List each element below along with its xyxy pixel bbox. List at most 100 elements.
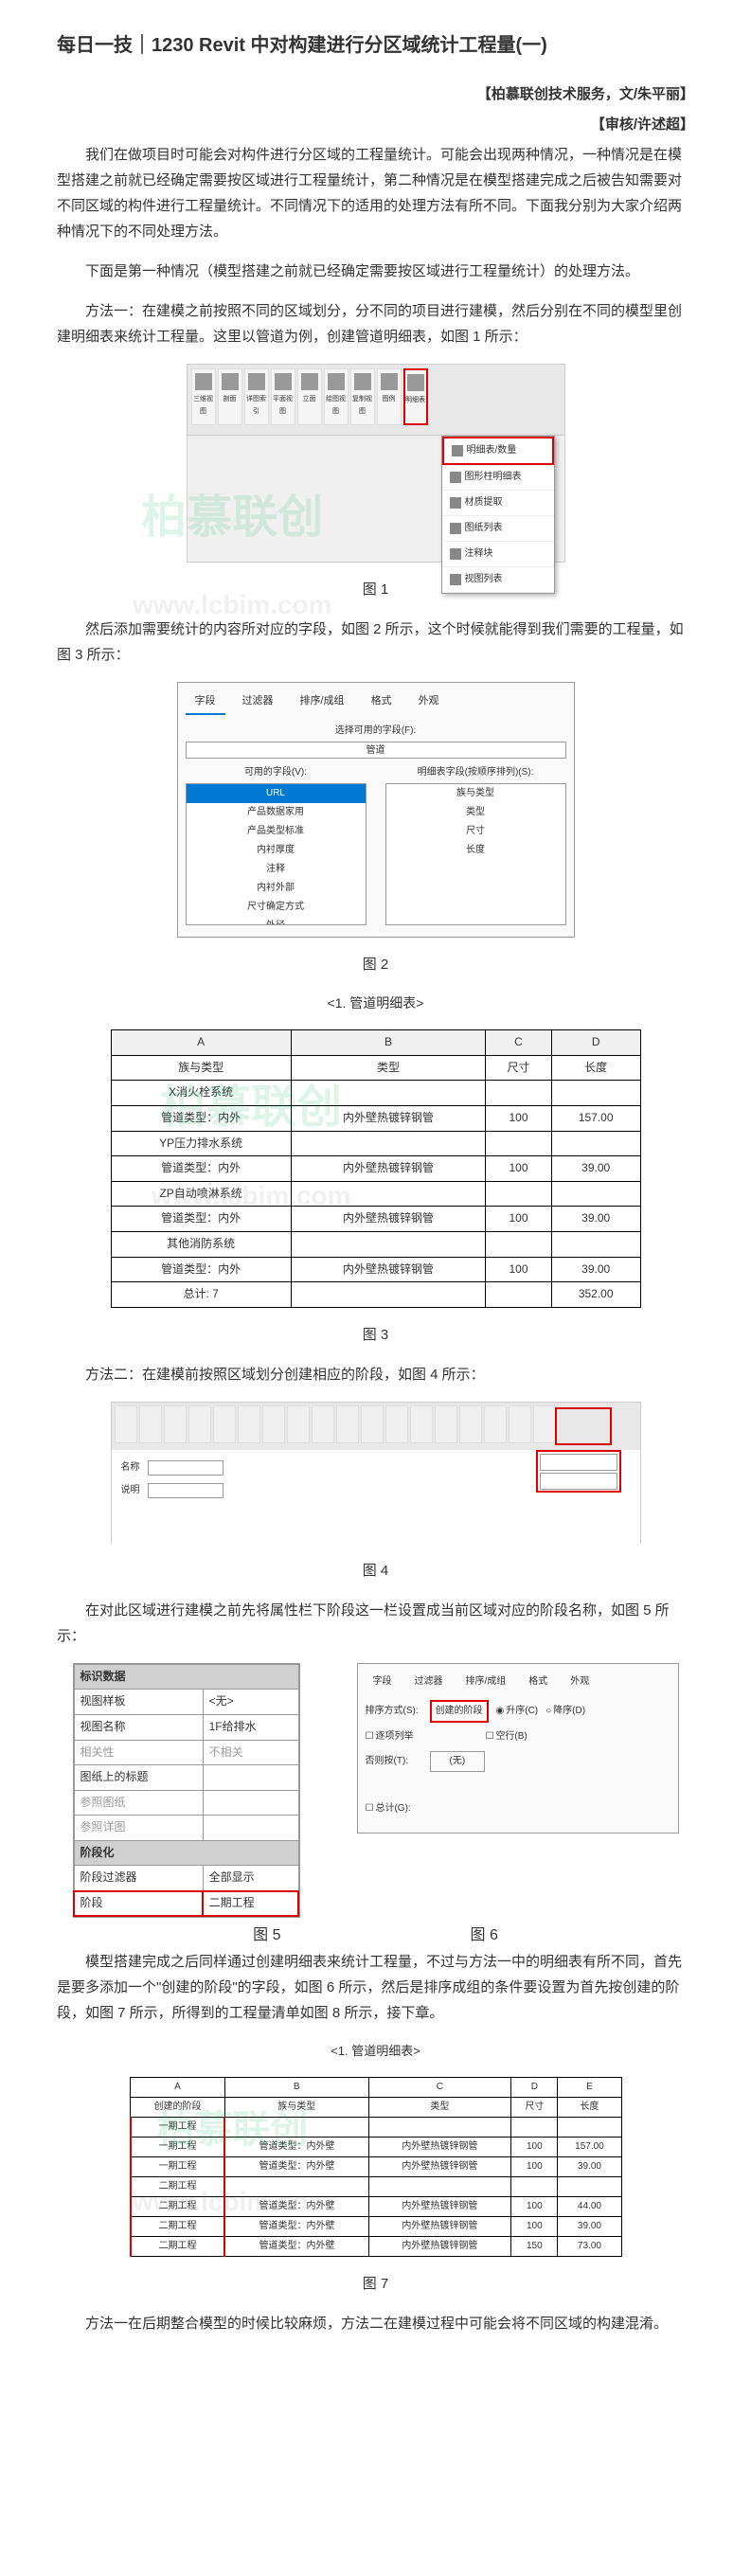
property-value[interactable]: 1F给排水	[203, 1714, 298, 1740]
ribbon-button[interactable]	[361, 1405, 384, 1443]
fig3-table: ABCD族与类型类型尺寸长度X消火栓系统管道类型：内外内外壁热镀锌钢管10015…	[111, 1029, 641, 1308]
list-item[interactable]: 外径	[187, 917, 366, 925]
table-cell: 100	[486, 1207, 552, 1232]
ribbon-button[interactable]: 三维视图	[191, 368, 216, 425]
ribbon-button[interactable]: 详图索引	[244, 368, 269, 425]
fig6-sort-value[interactable]: 创建的阶段	[430, 1700, 489, 1723]
ribbon-button[interactable]: 立面	[297, 368, 322, 425]
fig2-available-list[interactable]: URL产品数据家用产品类型标准内衬厚度注释内衬外部尺寸确定方式外径外部数据名称类…	[186, 783, 367, 925]
fig4-desc-input[interactable]	[148, 1483, 224, 1498]
ribbon-button[interactable]	[188, 1405, 211, 1443]
ribbon-button[interactable]	[336, 1405, 359, 1443]
ribbon-button[interactable]	[213, 1405, 236, 1443]
table-cell	[368, 2117, 511, 2137]
property-key: 图纸上的标题	[74, 1765, 203, 1791]
property-value[interactable]	[203, 1816, 298, 1841]
dropdown-item[interactable]: 明细表/数量	[442, 437, 554, 465]
ribbon-button[interactable]	[385, 1405, 408, 1443]
table-cell: 100	[486, 1257, 552, 1282]
fig2-tab[interactable]: 外观	[409, 690, 449, 715]
fig6-tab[interactable]: 外观	[563, 1672, 597, 1692]
dropdown-item[interactable]: 图形柱明细表	[442, 465, 554, 491]
ribbon-button[interactable]	[262, 1405, 285, 1443]
figure-7: 柏慕联创www.lcbim.com ABCDE创建的阶段族与类型类型尺寸长度一期…	[57, 2077, 694, 2257]
fig6-asc-radio[interactable]: ◉ 升序(C)	[496, 1703, 539, 1720]
list-item[interactable]: 内衬厚度	[187, 841, 366, 860]
ribbon-button[interactable]	[164, 1405, 187, 1443]
property-value[interactable]: 不相关	[203, 1740, 298, 1765]
ribbon-button[interactable]	[410, 1405, 433, 1443]
list-item[interactable]: 产品类型标准	[187, 822, 366, 841]
property-value[interactable]: <无>	[203, 1690, 298, 1715]
table-cell: 二期工程	[131, 2176, 225, 2196]
table-cell: 内外壁热镀锌钢管	[368, 2196, 511, 2216]
ribbon-button[interactable]: 明细表	[403, 368, 428, 425]
figure-5: 标识数据视图样板<无>视图名称1F给排水相关性不相关图纸上的标题参照图纸参照详图…	[73, 1663, 300, 1918]
table-cell: ZP自动喷淋系统	[111, 1181, 291, 1207]
fig2-tab[interactable]: 字段	[186, 690, 225, 715]
paragraph-2: 下面是第一种情况（模型搭建之前就已经确定需要按区域进行工程量统计）的处理方法。	[57, 259, 694, 284]
paragraph-4: 然后添加需要统计的内容所对应的字段，如图 2 所示，这个时候就能得到我们需要的工…	[57, 617, 694, 668]
ribbon-button[interactable]: 绘图视图	[324, 368, 349, 425]
ribbon-button[interactable]: 复制视图	[350, 368, 375, 425]
ribbon-button[interactable]	[238, 1405, 260, 1443]
dropdown-item[interactable]: 注释块	[442, 542, 554, 567]
fig6-check3[interactable]: ☐ 总计(G):	[366, 1800, 411, 1817]
list-item[interactable]: 尺寸确定方式	[187, 898, 366, 917]
fig6-check2[interactable]: ☐ 空行(B)	[485, 1728, 527, 1745]
property-value[interactable]: 二期工程	[203, 1891, 298, 1917]
fig2-selected-list[interactable]: 族与类型类型尺寸长度	[385, 783, 566, 925]
list-item[interactable]: 长度	[386, 841, 565, 860]
ribbon-button[interactable]: 图例	[377, 368, 402, 425]
table-cell: YP压力排水系统	[111, 1131, 291, 1156]
list-item[interactable]: 族与类型	[386, 784, 565, 803]
table-cell: 管道类型：内外	[111, 1105, 291, 1131]
list-item[interactable]: 尺寸	[386, 822, 565, 841]
table-cell	[558, 2176, 621, 2196]
dropdown-item[interactable]: 材质提取	[442, 491, 554, 516]
ribbon-button[interactable]	[139, 1405, 162, 1443]
table-cell	[224, 2117, 368, 2137]
dropdown-item[interactable]: 视图列表	[442, 567, 554, 593]
property-value[interactable]	[203, 1765, 298, 1791]
list-item[interactable]: 注释	[187, 860, 366, 879]
ribbon-button[interactable]	[533, 1405, 556, 1443]
list-item[interactable]: 产品数据家用	[187, 803, 366, 822]
ribbon-button[interactable]	[484, 1405, 507, 1443]
table-cell: 73.00	[558, 2236, 621, 2256]
figure-3: 柏慕联创www.lcbim.com ABCD族与类型类型尺寸长度X消火栓系统管道…	[57, 1029, 694, 1308]
fig6-then-value[interactable]: (无)	[430, 1751, 486, 1772]
property-value[interactable]: 全部显示	[203, 1866, 298, 1891]
fig2-tab[interactable]: 格式	[362, 690, 402, 715]
fig6-tab[interactable]: 排序/成组	[458, 1672, 514, 1692]
fig6-tab[interactable]: 字段	[366, 1672, 400, 1692]
ribbon-button[interactable]	[287, 1405, 310, 1443]
table-cell: 150	[511, 2236, 558, 2256]
ribbon-button[interactable]	[459, 1405, 482, 1443]
property-value[interactable]	[203, 1790, 298, 1816]
ribbon-button[interactable]	[509, 1405, 531, 1443]
ribbon-button[interactable]	[115, 1405, 137, 1443]
ribbon-button[interactable]	[312, 1405, 334, 1443]
fig2-tab[interactable]: 过滤器	[233, 690, 283, 715]
fig2-filter-select[interactable]: 管道	[186, 742, 566, 759]
fig6-tab[interactable]: 过滤器	[407, 1672, 451, 1692]
table-cell: 39.00	[558, 2156, 621, 2176]
fig6-desc-radio[interactable]: ○ 降序(D)	[545, 1703, 585, 1720]
fig4-name-input[interactable]	[148, 1460, 224, 1476]
table-cell	[291, 1282, 485, 1308]
fig6-tab[interactable]: 格式	[521, 1672, 555, 1692]
fig2-left-label: 可用的字段(V):	[186, 764, 367, 781]
fig2-right-label: 明细表字段(按顺序排列)(S):	[385, 764, 566, 781]
list-item[interactable]: 类型	[386, 803, 565, 822]
list-item[interactable]: 内衬外部	[187, 879, 366, 898]
fig6-check1[interactable]: ☐ 逐项列举	[366, 1728, 414, 1745]
table-cell: 一期工程	[131, 2117, 225, 2137]
ribbon-button[interactable]: 平面视图	[271, 368, 295, 425]
fig2-tab[interactable]: 排序/成组	[291, 690, 354, 715]
paragraph-5: 方法二：在建模前按照区域划分创建相应的阶段，如图 4 所示：	[57, 1362, 694, 1387]
list-item[interactable]: URL	[187, 784, 366, 803]
ribbon-button[interactable]: 剖面	[218, 368, 242, 425]
dropdown-item[interactable]: 图纸列表	[442, 516, 554, 542]
ribbon-button[interactable]	[435, 1405, 457, 1443]
